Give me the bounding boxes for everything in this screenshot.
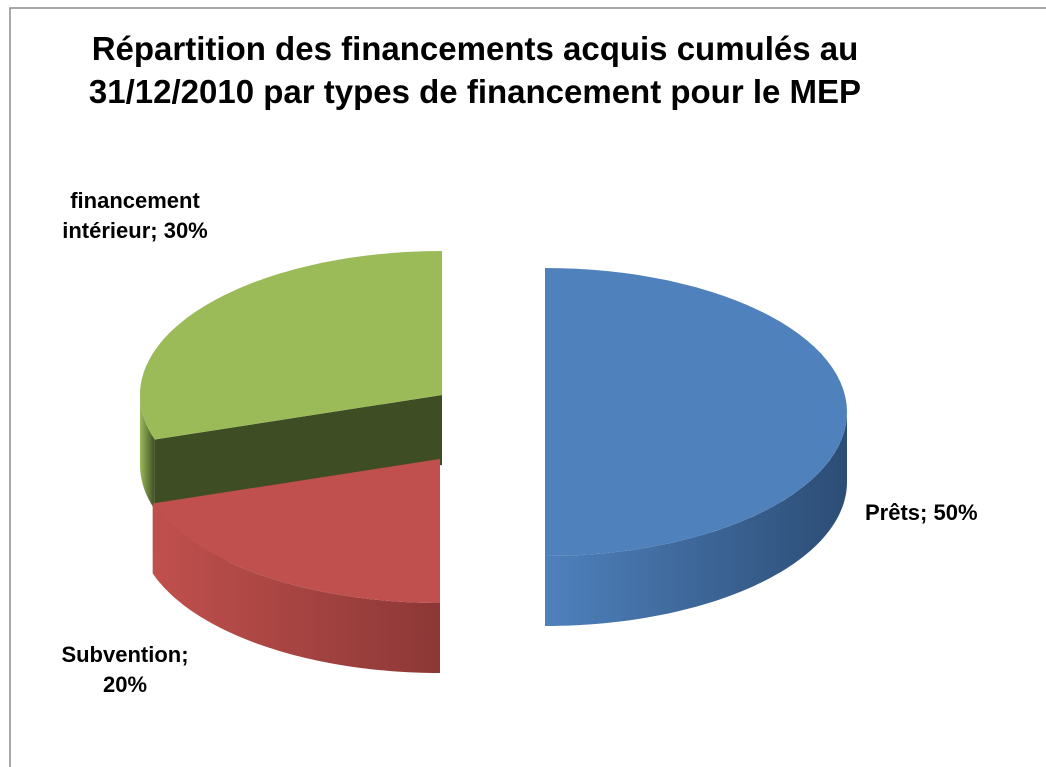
slice-top bbox=[140, 251, 442, 440]
data-label: financement intérieur; 30% bbox=[62, 188, 208, 243]
slice-wall bbox=[140, 395, 155, 510]
slice-face bbox=[154, 395, 443, 510]
slice-wall bbox=[152, 503, 441, 673]
slice-top bbox=[152, 459, 441, 603]
slice bbox=[140, 251, 443, 510]
data-label: Subvention; 20% bbox=[61, 642, 188, 697]
slice-wall bbox=[545, 412, 847, 626]
data-label: Prêts; 50% bbox=[865, 500, 978, 525]
slice bbox=[152, 459, 441, 673]
slice-top bbox=[545, 268, 847, 556]
chart-title: Répartition des financements acquis cumu… bbox=[89, 30, 861, 110]
slice bbox=[545, 268, 847, 626]
